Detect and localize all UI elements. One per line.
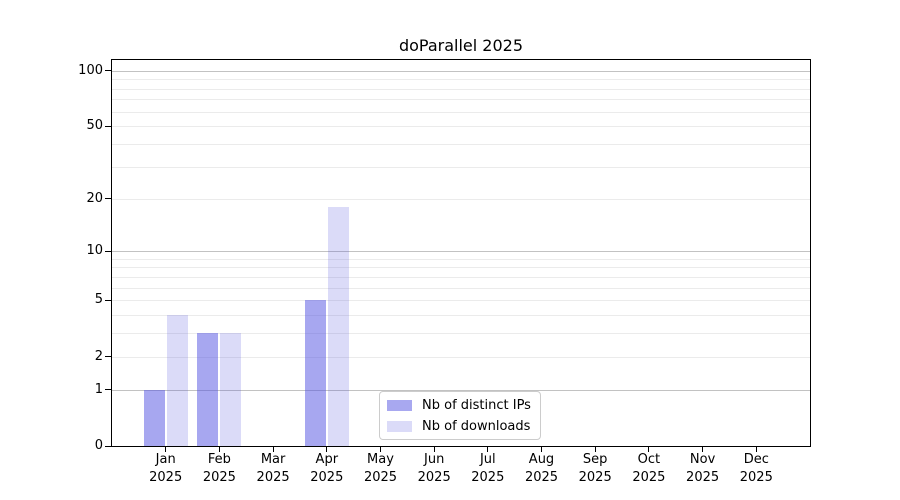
- gridline-1: [112, 389, 810, 391]
- x-tick-label-dec: Dec 2025: [739, 452, 773, 485]
- y-tick-mark-20: [105, 198, 111, 200]
- x-tick-mark-oct: [648, 447, 650, 453]
- gridline-8: [112, 267, 810, 269]
- x-tick-label-jan: Jan 2025: [149, 452, 183, 485]
- legend-item-downloads: Nb of downloads: [387, 418, 531, 434]
- y-tick-label-0: 0: [94, 438, 103, 453]
- bar-nb-of-distinct-ips-apr: [304, 300, 326, 446]
- plot-area: [112, 60, 810, 446]
- x-tick-mark-jun: [433, 447, 435, 453]
- legend-swatch-downloads: [387, 420, 412, 432]
- gridline-40: [112, 144, 810, 146]
- gridline-7: [112, 276, 810, 278]
- legend: Nb of distinct IPs Nb of downloads: [379, 391, 541, 440]
- x-tick-label-apr: Apr 2025: [310, 452, 344, 485]
- legend-swatch-distinct-ips: [387, 399, 412, 411]
- gridline-80: [112, 88, 810, 90]
- x-tick-mark-nov: [702, 447, 704, 453]
- bar-nb-of-distinct-ips-jan: [143, 389, 165, 446]
- gridline-5: [112, 300, 810, 302]
- y-tick-label-50: 50: [86, 118, 103, 134]
- gridline-60: [112, 111, 810, 113]
- bar-nb-of-downloads-jan: [166, 315, 188, 446]
- gridline-6: [112, 287, 810, 289]
- y-tick-mark-10: [105, 250, 111, 252]
- y-tick-mark-2: [105, 356, 111, 358]
- gridline-20: [112, 198, 810, 200]
- x-tick-label-jul: Jul 2025: [471, 452, 505, 485]
- y-tick-label-2: 2: [94, 348, 103, 364]
- legend-label-distinct-ips: Nb of distinct IPs: [422, 397, 531, 413]
- x-tick-mark-jan: [165, 447, 167, 453]
- y-tick-label-1: 1: [94, 381, 103, 397]
- gridline-2: [112, 356, 810, 358]
- x-tick-mark-feb: [218, 447, 220, 453]
- y-tick-mark-100: [105, 70, 111, 72]
- x-tick-label-sep: Sep 2025: [578, 452, 612, 485]
- x-tick-mark-aug: [540, 447, 543, 453]
- x-tick-mark-sep: [594, 447, 596, 453]
- y-tick-label-20: 20: [86, 190, 103, 206]
- legend-label-downloads: Nb of downloads: [422, 418, 531, 434]
- bar-nb-of-distinct-ips-feb: [197, 333, 219, 446]
- gridline-50: [112, 126, 810, 128]
- x-tick-label-jun: Jun 2025: [417, 452, 451, 485]
- chart-title: doParallel 2025: [398, 36, 524, 55]
- x-tick-mark-may: [379, 447, 382, 453]
- y-tick-label-5: 5: [94, 292, 103, 308]
- x-tick-mark-dec: [755, 447, 757, 453]
- bar-nb-of-downloads-apr: [327, 206, 349, 446]
- gridline-70: [112, 99, 810, 101]
- y-tick-mark-1: [105, 389, 111, 391]
- x-tick-label-feb: Feb 2025: [202, 452, 236, 485]
- gridline-9: [112, 258, 810, 260]
- gridline-90: [112, 79, 810, 81]
- y-tick-label-10: 10: [86, 243, 103, 259]
- y-tick-mark-0: [105, 445, 111, 447]
- x-tick-label-mar: Mar 2025: [256, 452, 290, 485]
- gridline-3: [112, 333, 810, 335]
- x-tick-label-may: May 2025: [363, 452, 398, 485]
- gridline-30: [112, 166, 810, 168]
- gridline-100: [112, 70, 810, 72]
- bar-nb-of-downloads-feb: [220, 333, 242, 446]
- gridline-4: [112, 315, 810, 317]
- y-tick-mark-5: [105, 299, 111, 301]
- x-tick-label-nov: Nov 2025: [686, 452, 720, 485]
- legend-item-distinct-ips: Nb of distinct IPs: [387, 397, 531, 413]
- x-tick-label-oct: Oct 2025: [632, 452, 666, 485]
- y-tick-label-100: 100: [78, 62, 103, 78]
- x-tick-mark-jul: [487, 447, 489, 453]
- y-tick-mark-50: [105, 125, 111, 127]
- x-tick-mark-mar: [272, 447, 274, 453]
- gridline-10: [112, 251, 810, 253]
- x-tick-label-aug: Aug 2025: [524, 452, 559, 485]
- x-tick-mark-apr: [326, 447, 328, 453]
